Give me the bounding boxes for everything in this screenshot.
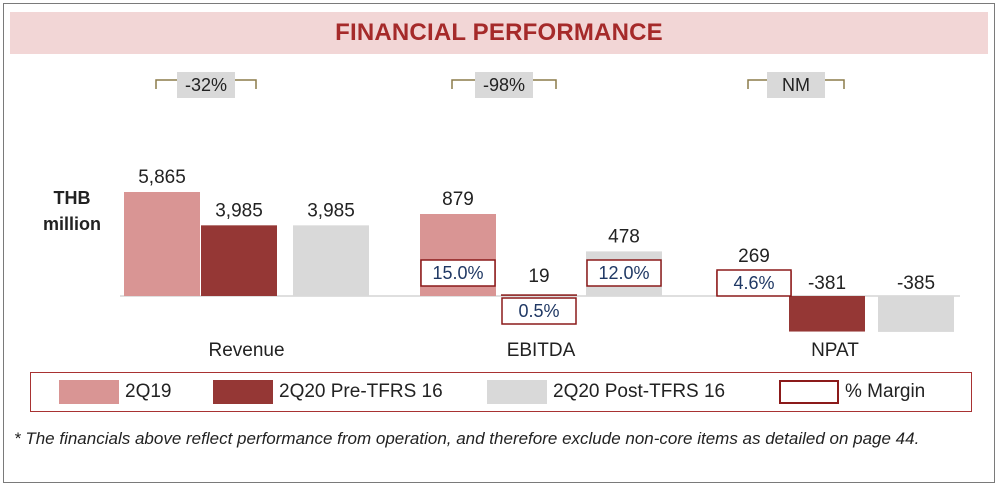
margin-label: 15.0%: [432, 263, 483, 283]
data-label: 879: [442, 189, 474, 210]
change-box: [177, 72, 235, 98]
legend-swatch: [487, 380, 547, 404]
category-label: EBITDA: [507, 340, 576, 361]
footnote: * The financials above reflect performan…: [14, 429, 920, 448]
data-label: -381: [808, 273, 846, 294]
data-label: -385: [897, 273, 935, 294]
data-label: 19: [528, 266, 549, 287]
legend-label: 2Q20 Post-TFRS 16: [553, 381, 726, 402]
legend-label: 2Q20 Pre-TFRS 16: [279, 381, 443, 402]
change-bracket: [747, 79, 845, 89]
chart-plot: THB million 5,865 3,985 3,985 879 19 478 269 -38…: [43, 72, 960, 361]
margin-box: [501, 297, 577, 325]
legend-label: % Margin: [845, 381, 926, 402]
change-bracket: [451, 79, 557, 89]
category-label: NPAT: [811, 340, 859, 361]
change-label: -32%: [185, 75, 227, 95]
bar-npat-2q20-post-tfrs-16: [878, 296, 954, 332]
bar-ebitda-2q20-pre-tfrs-16: [501, 294, 577, 296]
data-label: 3,985: [307, 200, 355, 221]
margin-label: 4.6%: [733, 273, 774, 293]
legend-item-2q20-post-tfrs-16: 2Q20 Post-TFRS 16: [487, 379, 725, 405]
bar-revenue-2q19: [124, 192, 200, 296]
change-label: -98%: [483, 75, 525, 95]
title-banner: FINANCIAL PERFORMANCE: [10, 12, 988, 54]
legend-item-margin: % Margin: [779, 379, 925, 405]
chart-frame: [3, 3, 995, 483]
legend-swatch: [779, 380, 839, 404]
category-label: Revenue: [208, 340, 284, 361]
data-label: 478: [608, 226, 640, 247]
chart-title: FINANCIAL PERFORMANCE: [335, 19, 663, 46]
change-bracket: [155, 79, 257, 89]
margin-box: [586, 259, 662, 287]
bar-revenue-2q20-post-tfrs-16: [293, 225, 369, 296]
bar-revenue-2q20-pre-tfrs-16: [201, 225, 277, 296]
legend-item-2q20-pre-tfrs-16: 2Q20 Pre-TFRS 16: [213, 379, 443, 405]
legend: 2Q19 2Q20 Pre-TFRS 16 2Q20 Post-TFRS 16 % M…: [30, 372, 972, 412]
margin-box: [420, 259, 496, 287]
margin-label: 12.0%: [598, 263, 649, 283]
unit-label-line: million: [43, 214, 101, 234]
legend-swatch: [213, 380, 273, 404]
legend-item-2q19: 2Q19: [59, 379, 171, 405]
bar-npat-2q20-pre-tfrs-16: [789, 296, 865, 332]
data-label: 5,865: [138, 167, 186, 188]
data-label: 3,985: [215, 200, 263, 221]
margin-label: 0.5%: [518, 301, 559, 321]
data-label: 269: [738, 246, 770, 267]
legend-swatch: [59, 380, 119, 404]
change-label: NM: [782, 75, 810, 95]
change-box: [475, 72, 533, 98]
change-box: [767, 72, 825, 98]
unit-label-line: THB: [54, 188, 91, 208]
legend-label: 2Q19: [125, 381, 172, 402]
margin-box: [716, 269, 792, 297]
